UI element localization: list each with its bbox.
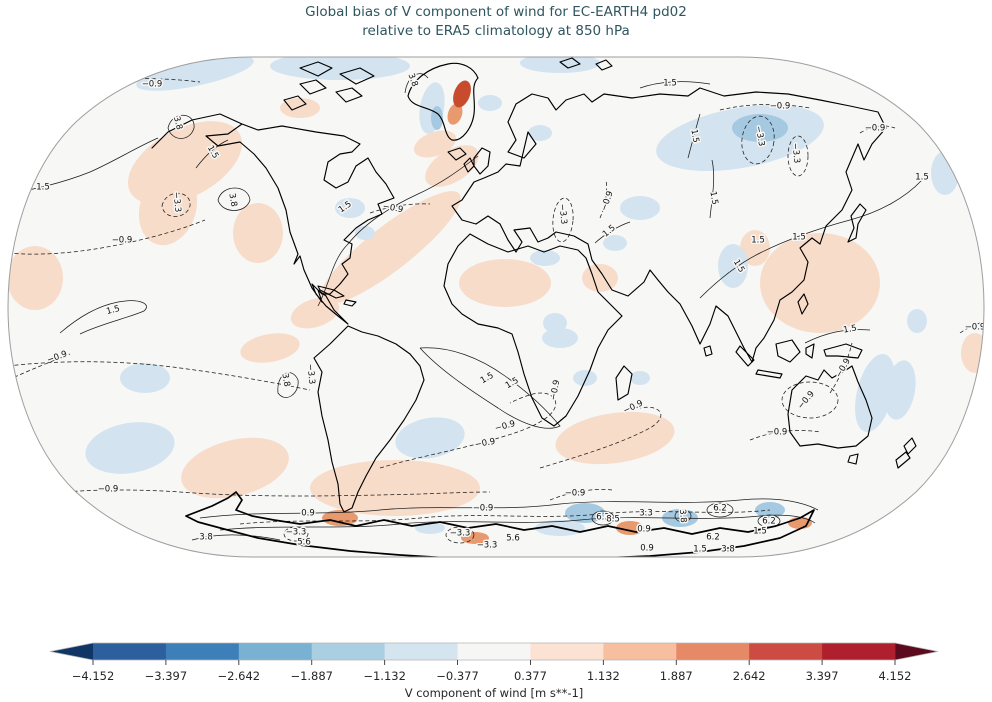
contour-label: 1.5 bbox=[663, 79, 677, 89]
colorbar-over-arrow bbox=[895, 643, 938, 660]
colorbar-tick-label: 4.152 bbox=[879, 669, 912, 683]
colorbar-under-arrow bbox=[50, 643, 93, 660]
contour-label: 3.8 bbox=[721, 545, 735, 555]
coast-new-zealand bbox=[895, 437, 917, 469]
contour-label: −3.3 bbox=[286, 528, 307, 538]
contour-label: 1.5 bbox=[707, 191, 719, 206]
coast-caribbean bbox=[317, 285, 357, 307]
contour-label: 5.6 bbox=[506, 534, 520, 544]
contour-label: −3.3 bbox=[477, 541, 498, 551]
contour-label: 6.2 bbox=[762, 517, 776, 527]
coast-australia bbox=[787, 365, 873, 465]
coast-north-america bbox=[151, 113, 395, 325]
figure-title: Global bias of V component of wind for E… bbox=[0, 3, 992, 41]
colorbar-axis-label: V component of wind [m s**-1] bbox=[405, 686, 584, 700]
contour-label: −3.3 bbox=[790, 142, 802, 163]
contour-label: 3.8 bbox=[677, 509, 688, 523]
coast-arctic-islands bbox=[283, 57, 613, 111]
colorbar-tick-label: −3.397 bbox=[145, 669, 188, 683]
figure-title-line2: relative to ERA5 climatology at 850 hPa bbox=[362, 23, 630, 39]
contour-label: 1.5 bbox=[915, 173, 929, 183]
contour-label: 3.8 bbox=[226, 193, 238, 208]
contour-label: −0.9 bbox=[565, 489, 586, 499]
contour-label: 1.5 bbox=[688, 129, 700, 144]
colorbar-tick-label: −1.887 bbox=[290, 669, 333, 683]
coast-japan bbox=[847, 203, 867, 243]
colorbar-segment bbox=[311, 643, 386, 660]
contour-label: −0.9 bbox=[767, 428, 788, 438]
colorbar-tick-label: 1.887 bbox=[660, 669, 693, 683]
figure-title-line1: Global bias of V component of wind for E… bbox=[305, 4, 687, 20]
coast-madagascar bbox=[615, 365, 633, 401]
contour-label: 6.2 bbox=[596, 513, 610, 523]
contour-label: −3.3 bbox=[171, 191, 183, 212]
contour-label: 0.9 bbox=[637, 525, 651, 535]
contour-label: 0.9 bbox=[640, 544, 654, 554]
colorbar-segment bbox=[530, 643, 604, 660]
contour-label: −0.9 bbox=[142, 80, 163, 90]
contour-label: 8.5 bbox=[606, 515, 620, 525]
contour-label: 1.5 bbox=[751, 236, 765, 246]
contour-label: −0.9 bbox=[98, 485, 119, 495]
contour-label: 1.5 bbox=[36, 183, 50, 193]
contour-label: 3.8 bbox=[199, 533, 213, 543]
colorbar: −4.152 −3.397 −2.642 −1.887 −1.132 −0.377 0.37… bbox=[49, 642, 939, 700]
map-background bbox=[8, 57, 984, 557]
colorbar-tick-label: 3.397 bbox=[806, 669, 839, 683]
world-map: −0.9 −0.9 3.8 1.5 3.8 −3.3 1.5 −0.9 1.5 3.8 1.5 −0.… bbox=[7, 56, 986, 558]
colorbar-tick-label: −0.377 bbox=[436, 669, 479, 683]
contour-label: 0.9 bbox=[301, 509, 315, 519]
coastlines bbox=[151, 57, 917, 557]
contour-label: −0.9 bbox=[770, 102, 791, 112]
colorbar-segment bbox=[93, 643, 167, 660]
coast-africa bbox=[443, 233, 623, 427]
contour-label: −3.3 bbox=[557, 203, 569, 224]
contour-label: 1.5 bbox=[693, 545, 707, 555]
colorbar-tick-label: −2.642 bbox=[218, 669, 261, 683]
contour-label: −0.9 bbox=[85, 72, 106, 82]
coast-se-asia-islands bbox=[703, 293, 863, 379]
colorbar-segment bbox=[165, 643, 240, 660]
contour-label: 3.8 bbox=[279, 373, 291, 388]
contour-label: −0.9 bbox=[965, 323, 986, 333]
colorbar-tick-label: 0.377 bbox=[514, 669, 547, 683]
contour-label: 1.5 bbox=[792, 233, 806, 243]
colorbar-segment bbox=[384, 643, 458, 660]
contour-label: 6.2 bbox=[706, 533, 720, 543]
contour-lines bbox=[8, 73, 984, 544]
map-outline bbox=[7, 56, 985, 558]
contour-label: −0.9 bbox=[865, 124, 886, 134]
colorbar-segment bbox=[238, 643, 313, 660]
colorbar-tick-label: −4.152 bbox=[72, 669, 115, 683]
coast-antarctica bbox=[185, 491, 815, 557]
coast-uk-ireland-iceland bbox=[447, 147, 491, 175]
colorbar-segment bbox=[676, 643, 750, 660]
contour-label: 1.5 bbox=[753, 527, 767, 537]
colorbar-segment bbox=[603, 643, 677, 660]
colorbar-tick-label: 1.132 bbox=[587, 669, 620, 683]
colorbar-segment bbox=[822, 643, 896, 660]
colorbar-tick-label: 2.642 bbox=[733, 669, 766, 683]
contour-label: 6.2 bbox=[713, 504, 727, 514]
contour-label: −3.3 bbox=[450, 529, 471, 539]
contour-label: −3.3 bbox=[305, 363, 317, 384]
colorbar-segment bbox=[457, 643, 531, 660]
contour-label: 3.3 bbox=[639, 509, 653, 519]
colorbar-tick-label: −1.132 bbox=[363, 669, 406, 683]
colorbar-segment bbox=[749, 643, 823, 660]
coast-eurasia bbox=[451, 87, 887, 363]
coast-greenland bbox=[407, 62, 479, 141]
contour-label: 1.5 bbox=[843, 323, 858, 335]
contour-label: −0.9 bbox=[473, 504, 494, 514]
coast-south-america bbox=[313, 325, 425, 513]
contour-label: 5.6 bbox=[297, 538, 311, 548]
contour-label: −0.9 bbox=[112, 236, 133, 246]
